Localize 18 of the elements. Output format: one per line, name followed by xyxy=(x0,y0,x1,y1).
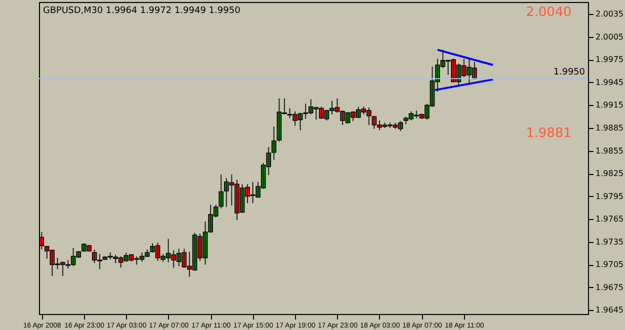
y-tick-label: 1.9915 xyxy=(596,100,624,110)
y-tick-label: 1.9735 xyxy=(596,237,624,246)
y-tick-label: 1.9765 xyxy=(596,214,624,224)
y-tick-label: 1.9795 xyxy=(596,192,624,201)
chart-title: GBPUSD,M30 1.9964 1.9972 1.9949 1.9950 xyxy=(43,6,241,16)
y-tick-label: 1.9975 xyxy=(596,55,624,64)
y-tick-label: 1.9675 xyxy=(596,282,624,292)
y-tick-label: 1.9705 xyxy=(596,260,624,270)
y-tick-label: 1.9945 xyxy=(596,78,624,87)
y-tick-label: 1.9855 xyxy=(596,146,624,156)
y-tick-label: 1.9645 xyxy=(596,306,624,315)
ref-line-label: 1.9950 xyxy=(554,68,586,78)
annotation: 1.9881 xyxy=(526,126,572,141)
y-tick-label: 2.0035 xyxy=(596,10,624,19)
y-tick-label: 1.9885 xyxy=(596,124,624,133)
y-tick-label: 1.9825 xyxy=(596,169,624,178)
y-tick-label: 2.0005 xyxy=(596,32,624,42)
annotation: 2.0040 xyxy=(526,5,572,20)
